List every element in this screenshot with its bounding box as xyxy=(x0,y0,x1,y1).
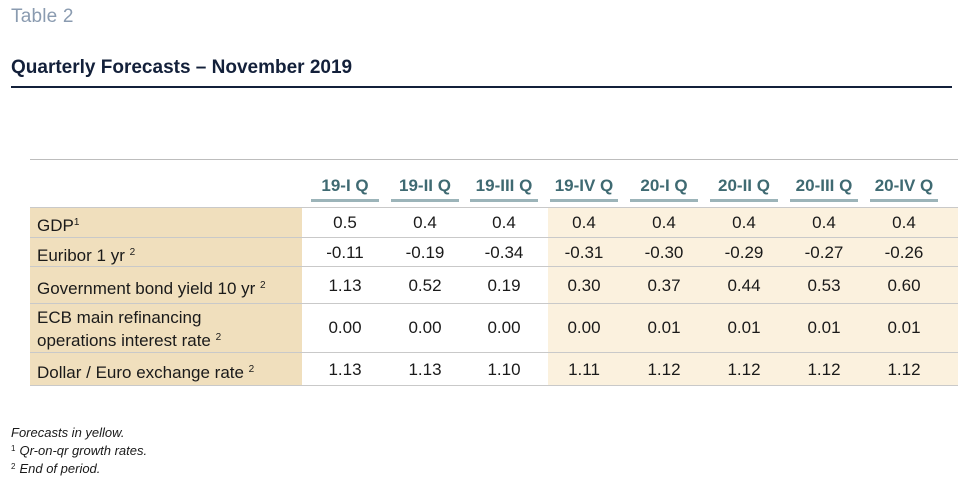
row-label: Dollar / Euro exchange rate 2 xyxy=(37,360,299,383)
row-label-footnote-mark: 1 xyxy=(73,217,80,228)
column-header: 19-III Q xyxy=(475,176,533,195)
table-cell: -0.30 xyxy=(644,243,684,262)
table-cell: 0.00 xyxy=(408,318,442,337)
column-header-underline xyxy=(790,199,858,202)
row-divider xyxy=(30,352,958,353)
table-cell: 1.12 xyxy=(647,360,681,379)
column-header: 20-II Q xyxy=(718,176,770,195)
column-header-underline xyxy=(630,199,698,202)
table-cell: 0.00 xyxy=(328,318,362,337)
table-cell: 0.52 xyxy=(408,276,442,295)
column-header-underline xyxy=(470,199,538,202)
table-cell: 0.4 xyxy=(732,213,756,232)
table-cell: -0.29 xyxy=(724,243,764,262)
table-cell: 0.4 xyxy=(492,213,516,232)
column-header-underline xyxy=(391,199,459,202)
table-cell: 1.12 xyxy=(727,360,761,379)
footnote-1: 1 Qr-on-qr growth rates. xyxy=(11,441,147,459)
table-cell: 1.13 xyxy=(328,360,362,379)
row-divider xyxy=(30,237,958,238)
column-header: 20-IV Q xyxy=(874,176,934,195)
title-divider xyxy=(11,86,952,88)
table-cell: 0.53 xyxy=(807,276,841,295)
table-cell: -0.11 xyxy=(326,243,364,262)
table-cell: -0.31 xyxy=(564,243,604,262)
table-cell: 0.01 xyxy=(727,318,761,337)
table-top-rule xyxy=(30,159,958,160)
table-cell: 0.4 xyxy=(812,213,836,232)
table-cell: 0.01 xyxy=(807,318,841,337)
table-cell: -0.27 xyxy=(804,243,844,262)
row-label: ECB main refinancing operations interest … xyxy=(37,308,299,351)
table-cell: 1.12 xyxy=(887,360,921,379)
row-label-footnote-mark: 2 xyxy=(215,332,222,343)
column-header-underline xyxy=(550,199,618,202)
table-cell: 0.44 xyxy=(727,276,761,295)
table-cell: 1.11 xyxy=(568,360,600,379)
row-divider xyxy=(30,385,958,386)
table-cell: 0.01 xyxy=(887,318,921,337)
row-label-text: GDP xyxy=(37,216,74,235)
table-cell: 0.60 xyxy=(887,276,921,295)
table-cell: 0.4 xyxy=(652,213,676,232)
table-cell: -0.34 xyxy=(484,243,524,262)
table-number-label: Table 2 xyxy=(11,6,74,27)
column-header: 19-I Q xyxy=(321,176,369,195)
table-cell: -0.19 xyxy=(405,243,445,262)
row-label-text: operations interest rate xyxy=(37,331,216,350)
table-cell: 0.01 xyxy=(647,318,681,337)
table-cell: 0.00 xyxy=(567,318,601,337)
footnote-1-text: Qr-on-qr growth rates. xyxy=(19,443,148,458)
table-cell: -0.26 xyxy=(884,243,924,262)
row-label: GDP1 xyxy=(37,213,299,236)
table-cell: 0.37 xyxy=(647,276,681,295)
column-header: 20-I Q xyxy=(640,176,688,195)
footnote-1-mark: 1 xyxy=(11,444,16,453)
column-header: 20-III Q xyxy=(795,176,853,195)
footnote-2-mark: 2 xyxy=(11,462,16,471)
table-cell: 0.4 xyxy=(892,213,916,232)
row-label-footnote-mark: 2 xyxy=(248,364,255,375)
table-cell: 0.19 xyxy=(487,276,521,295)
row-label-footnote-mark: 2 xyxy=(129,247,136,258)
footnote-forecast: Forecasts in yellow. xyxy=(11,425,125,440)
footnote-2: 2 End of period. xyxy=(11,459,147,477)
table-cell: 0.4 xyxy=(413,213,437,232)
forecast-highlight-background xyxy=(548,208,958,385)
row-label-footnote-mark: 2 xyxy=(260,280,266,291)
footnote-2-text: End of period. xyxy=(19,461,101,476)
table-cell: 0.00 xyxy=(487,318,521,337)
row-label: Government bond yield 10 yr 2 xyxy=(37,276,299,299)
footnotes: Forecasts in yellow. 1 Qr-on-qr growth ra… xyxy=(11,425,147,477)
row-label: Euribor 1 yr 2 xyxy=(37,243,299,266)
row-label-line1: ECB main refinancing xyxy=(37,308,202,327)
row-divider xyxy=(30,266,958,267)
row-label-text: Dollar / Euro exchange rate xyxy=(37,363,249,382)
table-cell: 0.30 xyxy=(567,276,601,295)
table-cell: 0.5 xyxy=(333,213,357,232)
column-header-underline xyxy=(870,199,938,202)
column-header: 19-IV Q xyxy=(554,176,614,195)
table-cell: 1.10 xyxy=(487,360,521,379)
row-divider xyxy=(30,207,958,208)
row-label-text: Government bond yield 10 yr xyxy=(37,279,261,298)
table-cell: 1.13 xyxy=(408,360,442,379)
table-cell: 0.4 xyxy=(572,213,596,232)
page-title: Quarterly Forecasts – November 2019 xyxy=(11,57,353,78)
table-cell: 1.13 xyxy=(328,276,362,295)
column-header: 19-II Q xyxy=(399,176,451,195)
column-header-underline xyxy=(710,199,778,202)
row-label-text: Euribor 1 yr xyxy=(37,246,130,265)
row-divider xyxy=(30,303,958,304)
table-cell: 1.12 xyxy=(807,360,841,379)
column-header-underline xyxy=(311,199,379,202)
